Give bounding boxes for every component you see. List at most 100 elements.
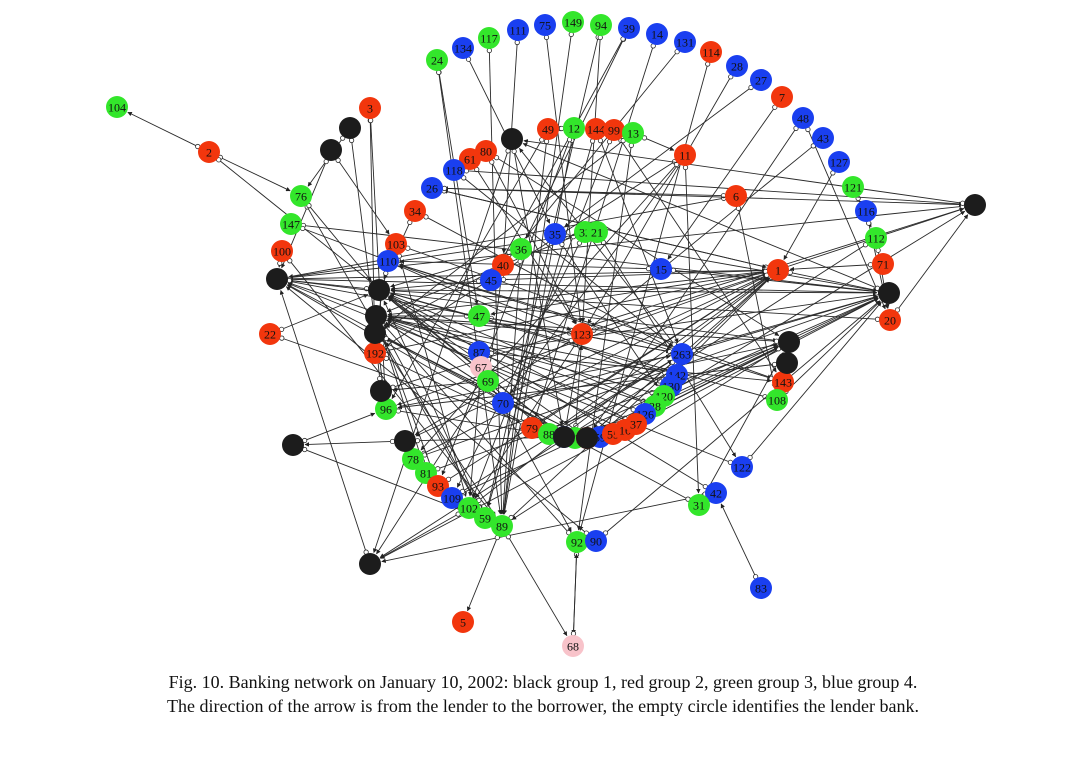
- node-label: 99: [608, 124, 620, 138]
- edge-b5-b9: [287, 278, 878, 295]
- node-70: 70: [492, 392, 514, 414]
- node-label: 59: [479, 512, 491, 526]
- node-b15: [359, 553, 381, 575]
- node-24: 24: [426, 49, 448, 71]
- edge-118-b4: [464, 170, 964, 207]
- node-label: 31: [693, 499, 705, 513]
- node-83: 83: [750, 577, 772, 599]
- edge-88-263: [558, 359, 673, 429]
- edge-37-b15: [380, 428, 627, 559]
- node-label: 1: [775, 264, 781, 278]
- edge-15-b9: [671, 269, 878, 294]
- node-circle: [385, 233, 407, 255]
- node-label: 76: [295, 190, 307, 204]
- node-circle: [731, 456, 753, 478]
- node-label: 111: [509, 24, 526, 38]
- node-circle: [855, 200, 877, 222]
- edge-15-110: [399, 259, 651, 270]
- node-circle: [828, 151, 850, 173]
- edge-b11-96: [397, 363, 777, 410]
- node-label: 104: [108, 101, 126, 115]
- node-circle: [468, 305, 490, 327]
- node-label: 147: [282, 218, 300, 232]
- node-label: 87: [473, 346, 485, 360]
- node-label: 131: [676, 36, 694, 50]
- node-111: 111: [507, 19, 529, 41]
- edge-192-1: [385, 271, 767, 352]
- node-circle: [571, 323, 593, 345]
- edge-1-47: [490, 271, 768, 316]
- node-label: 114: [702, 46, 720, 60]
- node-b17: [576, 427, 598, 449]
- edge-layer: [127, 31, 969, 637]
- node-label: 49: [542, 123, 554, 137]
- node-circle: [377, 250, 399, 272]
- node-label: 3: [367, 102, 373, 116]
- caption-line-1: Fig. 10. Banking network on January 10, …: [168, 672, 918, 692]
- node-label: 5: [460, 616, 466, 630]
- node-11: 11: [674, 144, 696, 166]
- node-label: 69: [482, 375, 494, 389]
- node-circle: [364, 342, 386, 364]
- edge-149-89: [502, 32, 572, 515]
- node-label: 12: [568, 122, 580, 136]
- edge-102-b15: [380, 513, 460, 559]
- edge-1-b13: [415, 274, 769, 437]
- edge-31-b10: [703, 352, 784, 496]
- node-21: 21: [586, 221, 608, 243]
- node-label: 28: [731, 60, 743, 74]
- node-20: 20: [879, 309, 901, 331]
- edge-83-42: [720, 503, 757, 579]
- edge-103-143: [406, 247, 773, 379]
- node-89: 89: [491, 515, 513, 537]
- node-92: 92: [566, 531, 588, 553]
- node-label: 79: [526, 422, 538, 436]
- node-27: 27: [750, 69, 772, 91]
- node-b7: [365, 305, 387, 327]
- edge-26-b4: [442, 187, 964, 207]
- node-122: 122: [731, 456, 753, 478]
- node-b1: [339, 117, 361, 139]
- node-label: 75: [539, 19, 551, 33]
- edge-81-b10: [436, 345, 779, 470]
- node-12: 12: [563, 117, 585, 139]
- node-110: 110: [377, 250, 399, 272]
- node-circle: [792, 107, 814, 129]
- node-circle: [375, 398, 397, 420]
- edge-13-11: [642, 136, 675, 151]
- node-94: 94: [590, 14, 612, 36]
- node-circle: [478, 27, 500, 49]
- node-circle: [766, 389, 788, 411]
- node-label: 112: [867, 232, 885, 246]
- edge-24-47: [438, 70, 479, 305]
- node-label: 45: [485, 274, 497, 288]
- node-45: 45: [480, 269, 502, 291]
- node-112: 112: [865, 227, 887, 249]
- node-label: 20: [884, 314, 896, 328]
- edge-130-110: [398, 265, 662, 382]
- edge-263-b17: [595, 360, 675, 431]
- node-circle: [492, 392, 514, 414]
- edge-b9-b6: [390, 287, 879, 294]
- node-label: 143: [774, 376, 792, 390]
- node-13: 13: [622, 122, 644, 144]
- node-circle: [368, 279, 390, 301]
- node-192: 192: [364, 342, 386, 364]
- node-b9: [878, 282, 900, 304]
- node-label: 94: [595, 19, 607, 33]
- node-label: 21: [591, 226, 603, 240]
- node-134: 134: [452, 37, 474, 59]
- node-b6: [368, 279, 390, 301]
- node-circle: [778, 331, 800, 353]
- node-circle: [772, 371, 794, 393]
- edge-103-102: [398, 254, 467, 497]
- edge-b3-b16: [513, 149, 564, 426]
- node-circle: [359, 553, 381, 575]
- edge-68-92: [572, 553, 579, 636]
- node-circle: [507, 19, 529, 41]
- node-circle: [458, 497, 480, 519]
- edge-126-b7: [386, 319, 635, 411]
- edge-27-35: [564, 86, 753, 228]
- node-117: 117: [478, 27, 500, 49]
